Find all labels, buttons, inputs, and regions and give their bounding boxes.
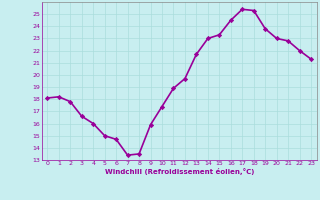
X-axis label: Windchill (Refroidissement éolien,°C): Windchill (Refroidissement éolien,°C) bbox=[105, 168, 254, 175]
